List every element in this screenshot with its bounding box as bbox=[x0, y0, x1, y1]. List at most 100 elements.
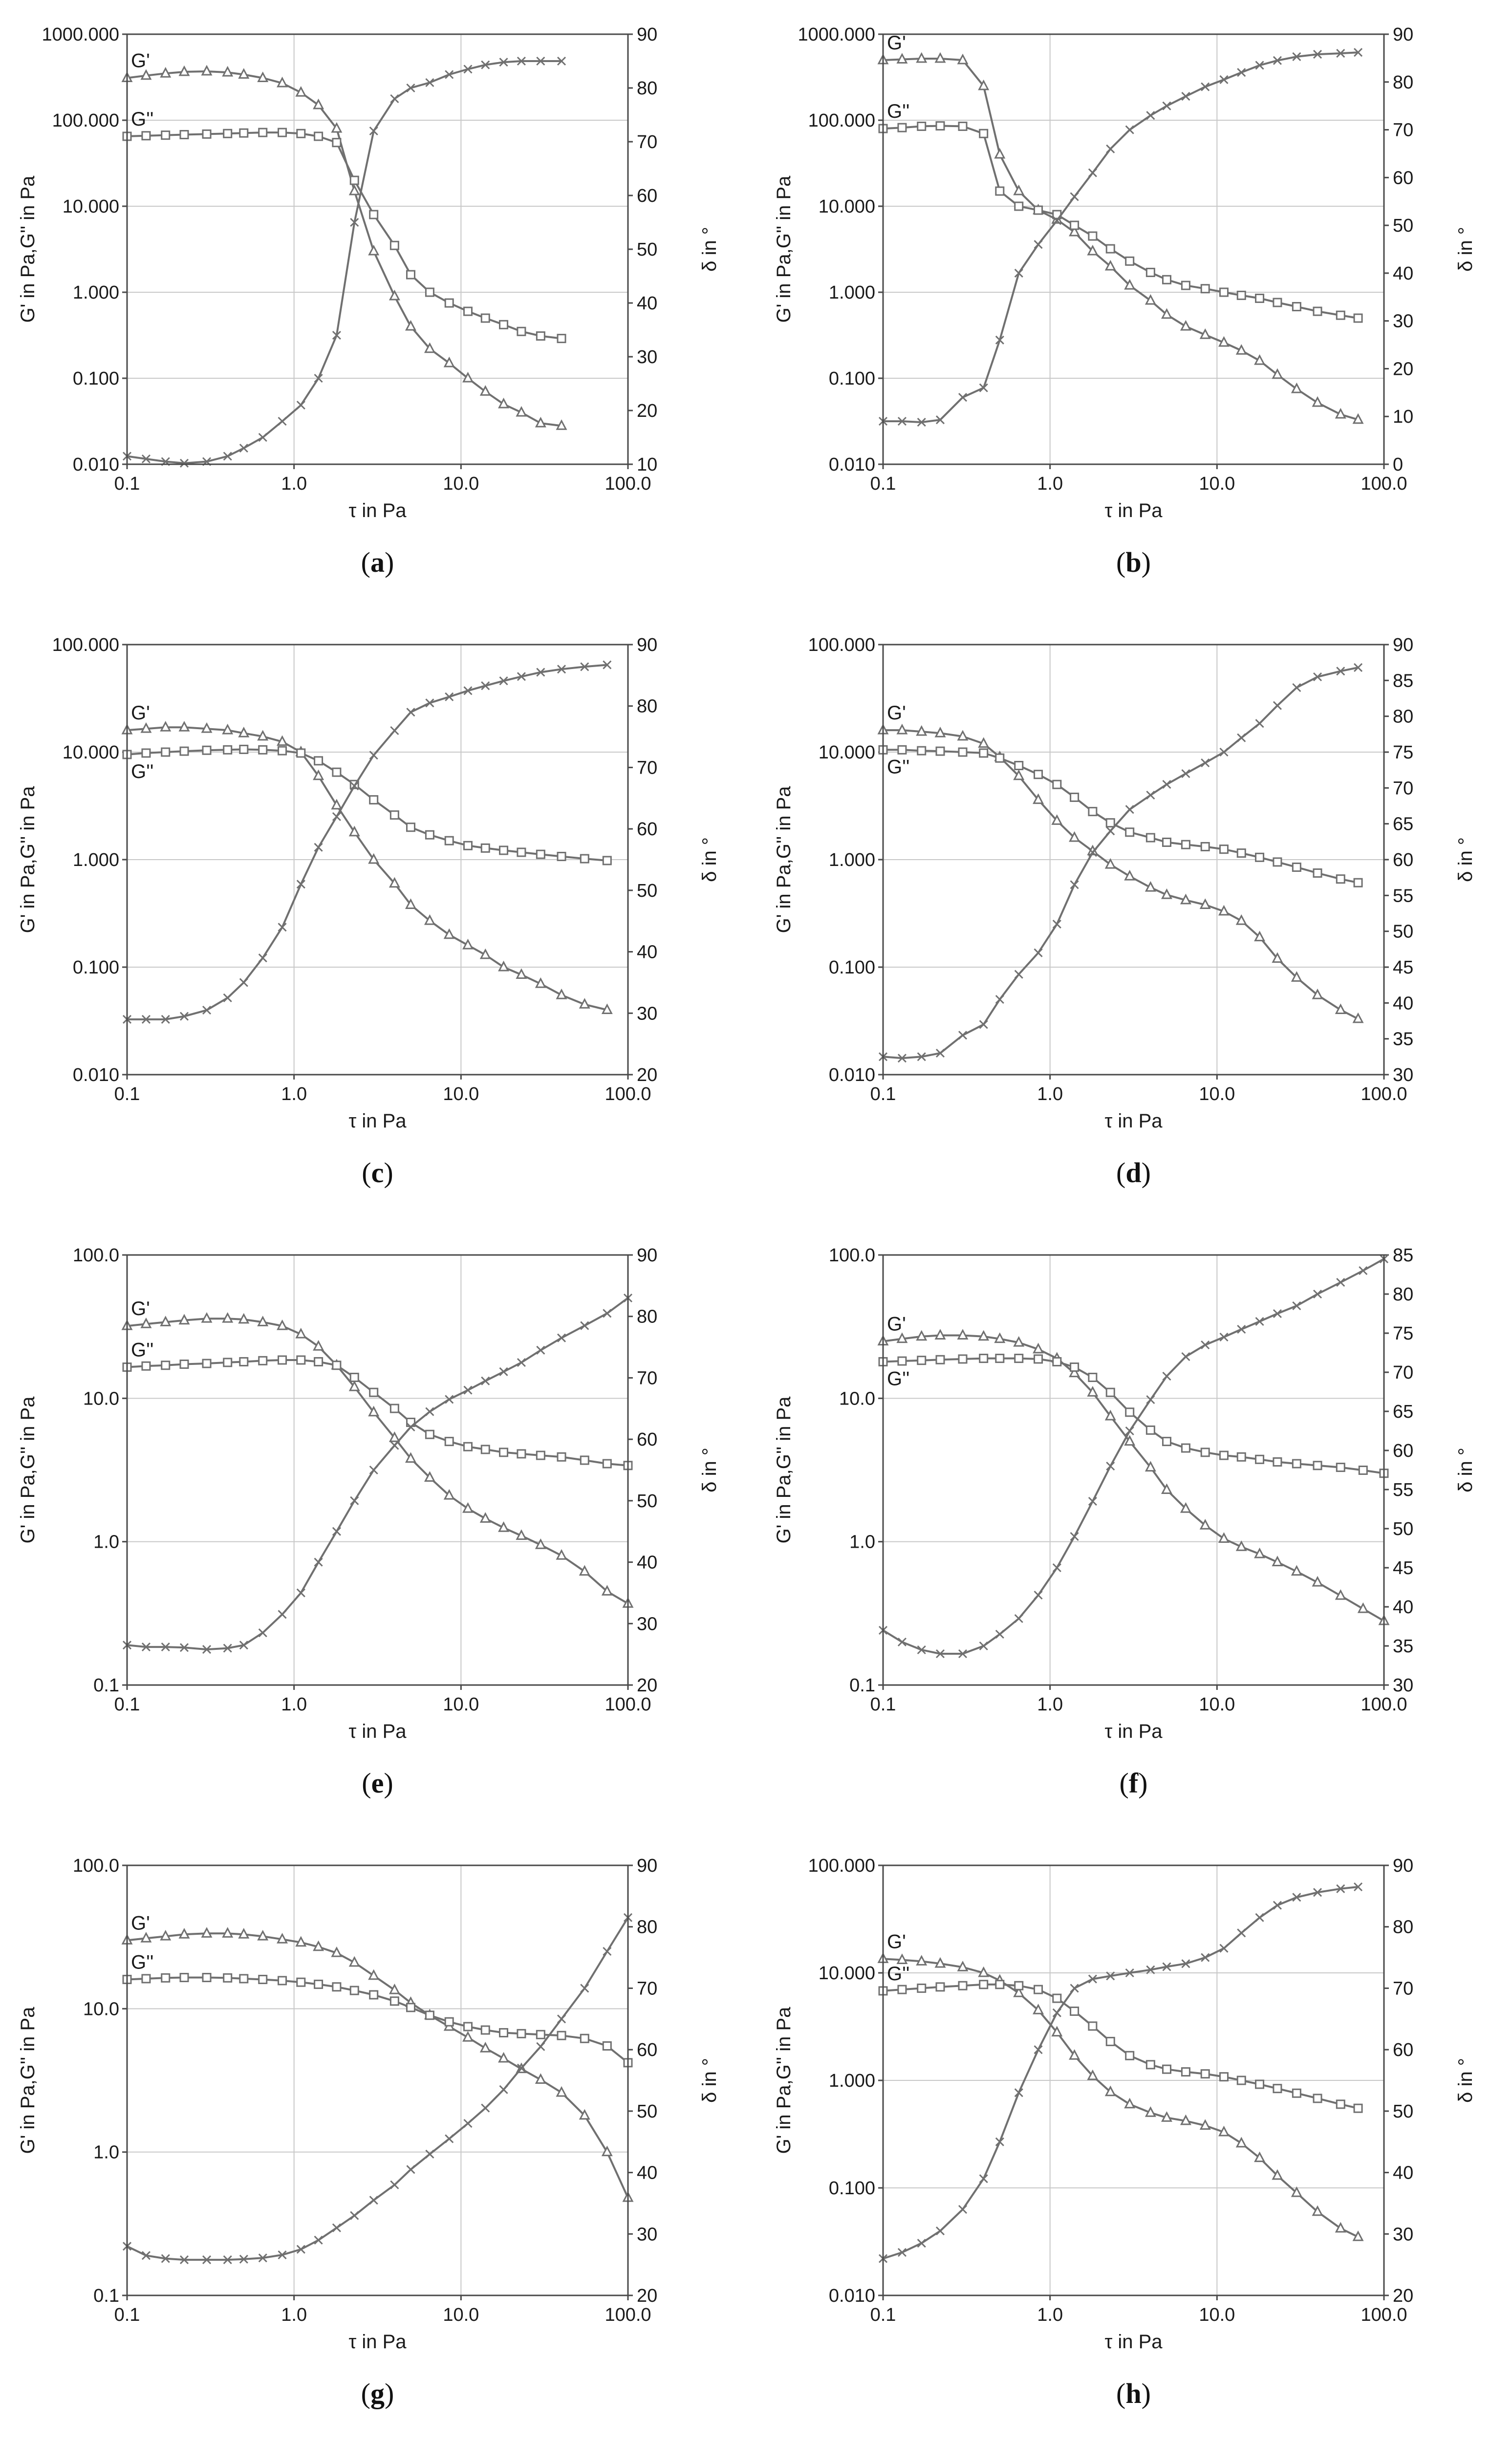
data-point bbox=[140, 1931, 152, 1943]
data-point bbox=[935, 1649, 945, 1659]
data-point bbox=[178, 1928, 190, 1939]
data-point bbox=[160, 721, 172, 732]
y2-tick-label: 60 bbox=[637, 819, 657, 840]
data-point bbox=[896, 1953, 908, 1964]
data-point bbox=[897, 1054, 907, 1063]
data-point bbox=[348, 825, 360, 837]
data-point bbox=[1313, 306, 1322, 316]
data-point bbox=[424, 1471, 435, 1482]
y-tick-label: 100.000 bbox=[808, 1856, 875, 1876]
data-point bbox=[314, 843, 323, 852]
data-point bbox=[179, 1012, 189, 1021]
data-point bbox=[1218, 2125, 1230, 2137]
data-point bbox=[1014, 268, 1023, 278]
data-point bbox=[1105, 2036, 1115, 2046]
data-point bbox=[350, 781, 359, 791]
data-point bbox=[499, 2028, 509, 2037]
data-point bbox=[463, 2119, 473, 2128]
data-point bbox=[389, 1996, 399, 2006]
data-point bbox=[313, 98, 324, 109]
y-axis-title: G' in Pa,G'' in Pa bbox=[17, 2007, 39, 2154]
data-point bbox=[277, 76, 288, 87]
data-point bbox=[389, 1983, 400, 1994]
data-point bbox=[1104, 1409, 1116, 1421]
data-point bbox=[141, 1361, 151, 1371]
data-point bbox=[1336, 874, 1345, 884]
x-tick-label: 100.0 bbox=[605, 474, 651, 494]
data-point bbox=[1181, 1352, 1190, 1362]
y2-tick-label: 90 bbox=[637, 1245, 657, 1266]
series-label-g-prime: G' bbox=[887, 1931, 906, 1952]
series-label-g-double-prime: G'' bbox=[131, 108, 153, 130]
data-point bbox=[1272, 1556, 1283, 1567]
y-tick-label: 1000.000 bbox=[42, 24, 120, 45]
data-point bbox=[1219, 747, 1229, 757]
data-point bbox=[1106, 1461, 1115, 1471]
y-axis-title: G' in Pa,G'' in Pa bbox=[17, 786, 39, 933]
panel-caption: (h) bbox=[1116, 2378, 1151, 2409]
data-point bbox=[1070, 880, 1079, 889]
data-point bbox=[140, 722, 152, 733]
data-point bbox=[916, 1330, 928, 1341]
data-point bbox=[916, 1955, 928, 1966]
data-point bbox=[463, 686, 473, 695]
data-point bbox=[516, 1529, 527, 1540]
data-point bbox=[1255, 61, 1264, 70]
series-label-g-double-prime: G'' bbox=[131, 1951, 153, 1973]
data-point bbox=[1352, 413, 1364, 424]
data-point bbox=[499, 845, 509, 855]
chart-svg-a: 0.1 1.0 10.0 100.0 0.010 0.100 1.000 10.000 100.… bbox=[17, 24, 720, 578]
data-point bbox=[1199, 328, 1211, 339]
y2-tick-label: 70 bbox=[637, 1368, 657, 1388]
data-point bbox=[332, 2223, 341, 2232]
data-point bbox=[425, 287, 434, 297]
y2-tick-label: 45 bbox=[1393, 957, 1413, 978]
data-point bbox=[425, 830, 434, 840]
data-point bbox=[258, 2253, 267, 2263]
y-tick-label: 100.000 bbox=[808, 635, 875, 655]
data-point bbox=[1292, 1893, 1301, 1902]
y-tick-label: 10.0 bbox=[839, 1388, 875, 1409]
data-point bbox=[161, 1973, 171, 1983]
y2-tick-label: 30 bbox=[637, 1003, 657, 1024]
data-point bbox=[444, 1437, 454, 1447]
data-point bbox=[406, 708, 415, 717]
data-point bbox=[369, 2196, 378, 2205]
data-point bbox=[1034, 240, 1043, 249]
x-axis-title: τ in Pa bbox=[1104, 1721, 1163, 1742]
data-point bbox=[1353, 878, 1363, 887]
data-point bbox=[179, 1643, 189, 1652]
y2-tick-label: 50 bbox=[637, 2101, 657, 2122]
data-point bbox=[1272, 952, 1283, 963]
series-label-g-prime: G' bbox=[887, 1314, 906, 1335]
chart-svg-c: 0.1 1.0 10.0 100.0 0.010 0.100 1.000 10.000 100.… bbox=[17, 635, 720, 1189]
data-point bbox=[979, 748, 989, 758]
y2-tick-label: 30 bbox=[637, 1614, 657, 1634]
data-point bbox=[1218, 336, 1230, 347]
data-point bbox=[1106, 826, 1115, 836]
data-point bbox=[331, 799, 343, 810]
data-point bbox=[499, 2085, 508, 2094]
data-point bbox=[1313, 50, 1322, 59]
y2-tick-label: 60 bbox=[1393, 2040, 1413, 2060]
series-label-g-prime: G' bbox=[887, 702, 906, 724]
data-point bbox=[1292, 1459, 1301, 1469]
data-point bbox=[1052, 1563, 1061, 1573]
data-point bbox=[258, 1974, 268, 1984]
data-point bbox=[1181, 840, 1190, 849]
y-tick-label: 100.0 bbox=[73, 1245, 119, 1266]
data-point bbox=[517, 326, 526, 336]
data-point bbox=[1292, 1301, 1301, 1311]
data-point bbox=[557, 2014, 566, 2024]
data-point bbox=[1292, 52, 1301, 62]
data-point bbox=[444, 2017, 454, 2027]
data-point bbox=[369, 126, 378, 136]
data-point bbox=[389, 240, 399, 250]
data-point bbox=[1162, 101, 1171, 110]
data-point bbox=[1237, 733, 1246, 742]
data-point bbox=[1292, 302, 1301, 311]
data-point bbox=[277, 1933, 288, 1944]
x-tick-label: 1.0 bbox=[281, 2305, 307, 2325]
data-point bbox=[957, 1329, 969, 1340]
